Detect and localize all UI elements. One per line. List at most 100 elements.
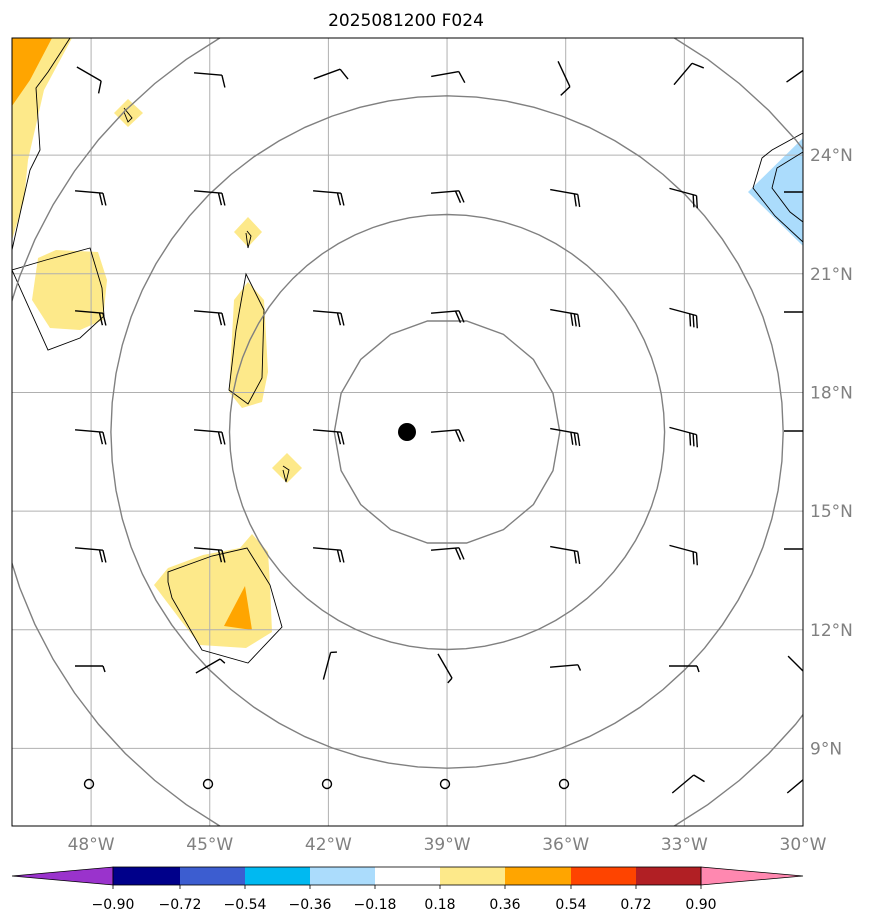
barb-staff	[193, 72, 223, 76]
barb-flag	[458, 429, 465, 442]
colorbar-tick-label: 0.54	[555, 897, 586, 913]
lat-tick-label: 15°N	[810, 502, 853, 522]
barb-flag	[577, 551, 581, 565]
contour-line	[12, 38, 71, 251]
barb-flag	[573, 313, 577, 327]
barb-flag	[695, 552, 698, 566]
barb-flag	[809, 192, 813, 204]
wind-barb	[430, 310, 465, 323]
barb-staff	[550, 545, 578, 553]
wind-barb	[784, 191, 813, 204]
barb-flag	[340, 432, 345, 445]
wind-barb	[312, 310, 345, 326]
barb-flag	[560, 86, 571, 96]
colorbar-outline	[112, 866, 702, 886]
lon-tick-label: 45°W	[186, 835, 233, 855]
shade-region-nw-orange	[12, 38, 52, 106]
barb-flag	[570, 313, 574, 326]
barb-flag	[692, 194, 695, 208]
contour-lines	[12, 38, 803, 664]
wind-barb	[671, 774, 705, 794]
wind-barb	[786, 65, 803, 83]
colorbar-segment	[505, 867, 571, 885]
wind-barb	[430, 190, 465, 203]
barb-staff	[430, 190, 460, 194]
barb-half-flag	[577, 664, 582, 671]
barb-staff	[669, 187, 697, 197]
barb-staff	[322, 652, 332, 680]
map-panel	[12, 38, 816, 826]
barb-flag	[336, 431, 342, 445]
barb-staff	[669, 426, 697, 436]
barb-flag	[217, 192, 223, 206]
contour-line	[245, 230, 252, 249]
barb-flag	[97, 80, 102, 94]
barb-flag	[221, 550, 226, 563]
barb-flag	[812, 431, 816, 443]
barb-flag	[102, 193, 107, 206]
wind-barb	[74, 547, 107, 563]
calm-wind-circle	[321, 778, 333, 790]
wind-barb	[669, 544, 698, 566]
lon-tick-label: 42°W	[305, 835, 352, 855]
wind-barb	[430, 547, 465, 560]
barb-flag	[812, 549, 816, 561]
barb-staff	[431, 70, 459, 78]
barb-staff	[313, 68, 341, 80]
barb-flag	[221, 432, 226, 445]
wind-barb	[430, 429, 465, 442]
barb-staff	[312, 190, 342, 194]
wind-barb	[312, 190, 345, 206]
barb-flag	[221, 75, 226, 88]
barb-flag	[454, 429, 462, 442]
colorbar-segment	[245, 867, 310, 885]
colorbar-tick-label: −0.90	[92, 897, 135, 913]
barb-flag	[336, 549, 342, 563]
barb-flag	[217, 312, 223, 326]
barb-flag	[573, 432, 577, 446]
barb-staff	[74, 429, 104, 433]
contour-line	[12, 247, 105, 351]
anomaly-shading	[12, 38, 803, 648]
barb-flag	[805, 312, 809, 324]
wind-barb	[669, 426, 698, 448]
barb-flag	[695, 315, 698, 329]
barb-flag	[98, 431, 104, 445]
barb-flag	[689, 432, 692, 446]
colorbar-tick-label: 0.72	[620, 897, 651, 913]
barb-flag	[454, 547, 462, 560]
barb-flag	[812, 312, 816, 324]
wind-barb	[313, 68, 349, 80]
lon-tick-label: 48°W	[68, 835, 115, 855]
lat-tick-label: 18°N	[810, 383, 853, 403]
barb-flag	[570, 432, 574, 445]
longitude-labels: 48°W 45°W 42°W 39°W 36°W 33°W 30°W	[68, 835, 827, 855]
barb-staff	[76, 66, 102, 82]
calm-wind-circle	[83, 778, 95, 790]
barb-flag	[577, 194, 581, 208]
barb-staff	[193, 310, 223, 314]
barb-staff	[430, 310, 460, 314]
colorbar-segment	[375, 867, 440, 885]
contour-line	[752, 132, 803, 243]
wind-barb	[784, 311, 816, 324]
wind-barb	[193, 547, 226, 563]
barb-staff	[74, 547, 104, 551]
wind-barb	[76, 66, 102, 94]
wind-barb	[193, 310, 226, 326]
barb-staff	[312, 310, 342, 314]
barb-flag	[98, 549, 104, 563]
colorbar-segment	[571, 867, 636, 885]
wind-barb	[74, 190, 107, 206]
lat-tick-label: 21°N	[810, 265, 853, 285]
wind-barb	[431, 70, 466, 84]
contour-line	[228, 272, 265, 405]
wind-barb	[673, 62, 705, 86]
colorbar-extend-min	[11, 866, 114, 886]
barb-staff	[437, 653, 453, 679]
wind-barb	[784, 430, 816, 443]
shade-region-west-blob	[32, 250, 107, 330]
barb-staff	[786, 65, 803, 83]
wind-barb	[75, 665, 106, 673]
